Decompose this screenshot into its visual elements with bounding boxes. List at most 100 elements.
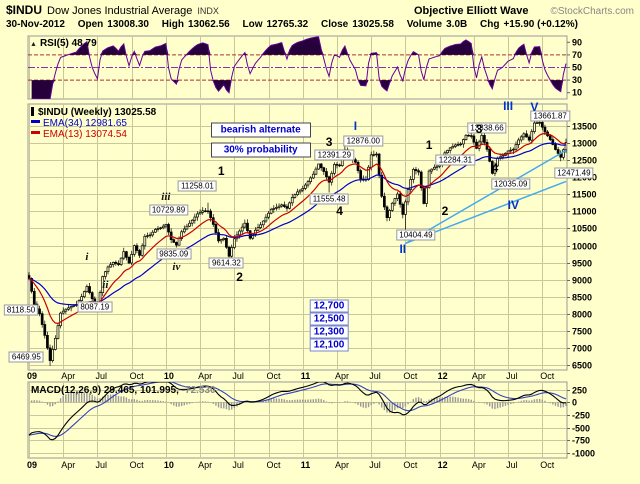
svg-text:30: 30 [572,75,582,85]
svg-text:11500: 11500 [572,190,597,200]
ema13-swatch-icon [31,131,40,134]
low-value: 12765.32 [266,19,309,30]
chart-stage: 90 70 50 30 10 13500 13000 12500 12000 11500 11000… [0,35,640,484]
svg-text:7000: 7000 [572,344,592,354]
macd-series [28,382,567,441]
macd-value-1: 29.465, [103,385,138,396]
svg-text:Jul: Jul [95,371,107,381]
svg-text:12: 12 [438,460,448,470]
macd-value-2: 101.995, [139,385,179,396]
svg-text:50: 50 [572,63,582,73]
symbol-name: Dow Jones Industrial Average [47,5,193,17]
candlesticks [28,118,567,366]
svg-text:Oct: Oct [540,460,555,470]
svg-text:09: 09 [27,371,37,381]
volume-value: 3.0B [446,19,468,30]
svg-text:09: 09 [27,460,37,470]
main-panel: 13500 13000 12500 12000 11500 11000 10500 10000… [27,103,597,371]
exchange: INDX [197,6,219,16]
svg-text:12500: 12500 [572,156,597,166]
main-legend-title: $INDU (Weekly) 13025.58 [38,107,157,118]
svg-text:10: 10 [164,460,174,470]
x-axis-labels-bottom: 09 Apr Jul Oct 10 Apr Jul Oct 11 Apr Jul Oct 12 Apr Ju… [27,460,555,470]
collapse-arrow-icon: ▲ [30,41,37,48]
svg-text:8000: 8000 [572,310,592,320]
svg-text:10500: 10500 [572,224,597,234]
svg-text:0: 0 [572,398,577,408]
svg-text:11: 11 [301,371,311,381]
ema34-label: EMA(34) 12981.65 [43,118,127,129]
svg-text:Jul: Jul [95,460,107,470]
svg-text:Jul: Jul [506,460,518,470]
low-label: Low [242,19,263,30]
svg-text:Oct: Oct [267,371,282,381]
svg-text:Apr: Apr [335,371,349,381]
quote-line: 30-Nov-2012 Open 13008.30 High 13062.56 Lo… [6,19,582,30]
svg-text:6500: 6500 [572,361,592,371]
svg-text:Apr: Apr [198,460,212,470]
macd-value-3: -72.530 [181,385,216,396]
macd-label: MACD(12,26,9) [31,385,102,396]
svg-text:Oct: Oct [130,371,145,381]
copyright: ©StockCharts.com [550,6,634,17]
rsi-label: RSI(5) [39,38,69,49]
macd-panel: 250 0 -250 -500 -750 -1000 [27,381,595,459]
chg-value: +15.90 (+0.12%) [503,19,578,30]
svg-text:10: 10 [572,88,582,98]
svg-text:Oct: Oct [403,371,418,381]
svg-text:Apr: Apr [472,371,486,381]
svg-text:Apr: Apr [335,460,349,470]
svg-text:11: 11 [301,460,311,470]
svg-text:10000: 10000 [572,242,597,252]
svg-text:Oct: Oct [403,460,418,470]
main-legend: $INDU (Weekly) 13025.58 EMA(34) 12981.65… [31,107,156,140]
svg-text:12000: 12000 [572,173,597,183]
quote-date: 30-Nov-2012 [6,19,65,30]
svg-text:8500: 8500 [572,293,592,303]
chart-header: $INDU Dow Jones Industrial Average INDX … [6,3,634,17]
x-axis-labels-middle: 09 Apr Jul Oct 10 Apr Jul Oct 11 Apr Jul Oct 12 Apr Ju… [27,371,555,381]
chg-label: Chg [480,19,500,30]
high-label: High [161,19,184,30]
svg-text:12: 12 [438,371,448,381]
rsi-series [31,36,567,99]
open-label: Open [77,19,104,30]
svg-text:13500: 13500 [572,122,597,132]
svg-text:Apr: Apr [61,460,75,470]
chart-canvas: 90 70 50 30 10 13500 13000 12500 12000 11500 11000… [27,35,597,470]
svg-text:-250: -250 [572,411,590,421]
candlestick-icon [31,107,34,116]
rsi-legend: ▲ RSI(5) 48.79 [30,38,97,50]
svg-text:-1000: -1000 [572,449,595,459]
svg-text:70: 70 [572,50,582,60]
svg-text:Jul: Jul [369,371,381,381]
svg-text:250: 250 [572,386,587,396]
ema13-label: EMA(13) 13074.54 [43,129,127,140]
macd-legend: MACD(12,26,9) 29.465, 101.995, -72.530 [31,385,216,396]
close-value: 13025.58 [352,19,394,30]
volume-label: Volume [406,19,443,30]
open-value: 13008.30 [107,19,149,30]
svg-text:9500: 9500 [572,259,592,269]
symbol: $INDU [6,3,43,17]
svg-text:Apr: Apr [472,460,486,470]
svg-text:Jul: Jul [232,460,244,470]
svg-text:Oct: Oct [540,371,555,381]
ema34-swatch-icon [31,120,40,123]
rsi-value: 48.79 [71,38,97,49]
svg-text:Apr: Apr [61,371,75,381]
svg-text:Oct: Oct [267,460,282,470]
svg-text:-500: -500 [572,424,590,434]
svg-text:10: 10 [164,371,174,381]
svg-text:Jul: Jul [369,460,381,470]
svg-text:11000: 11000 [572,207,597,217]
svg-text:13000: 13000 [572,139,597,149]
close-label: Close [320,19,349,30]
svg-text:Jul: Jul [506,371,518,381]
svg-text:7500: 7500 [572,327,592,337]
svg-text:Oct: Oct [130,460,145,470]
svg-text:Apr: Apr [198,371,212,381]
svg-text:-750: -750 [572,436,590,446]
svg-text:9000: 9000 [572,276,592,286]
